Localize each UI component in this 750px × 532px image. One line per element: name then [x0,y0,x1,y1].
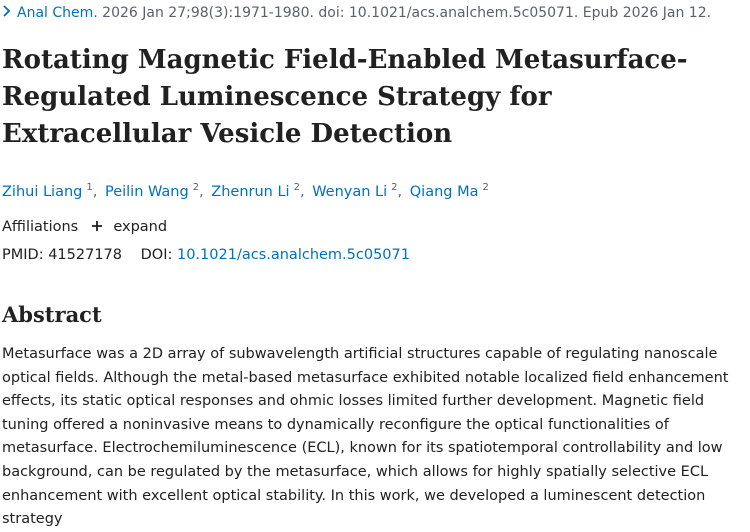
doi-link[interactable]: 10.1021/acs.analchem.5c05071 [176,247,410,263]
author-link[interactable]: Qiang Ma [409,184,479,200]
plus-icon [86,219,108,235]
abstract-text: Metasurface was a 2D array of subwavelen… [2,346,729,528]
abstract-heading: Abstract [2,302,102,327]
doi-label: DOI: [140,247,173,263]
author-link[interactable]: Wenyan Li [312,184,388,200]
author-link[interactable]: Peilin Wang [104,184,189,200]
author-separator: , [92,184,98,200]
author-link[interactable]: Zihui Liang [2,184,83,200]
article-title: Rotating Magnetic Field-Enabled Metasurf… [2,45,688,149]
affiliation-number[interactable]: 2 [391,182,398,193]
article-page: Anal Chem. 2026 Jan 27;98(3):1971-1980. … [2,4,748,527]
chevron-right-icon[interactable] [2,4,11,22]
affiliations-toggle[interactable]: Affiliations expand [2,217,167,237]
pmid-label: PMID: [2,247,44,263]
citation-details: 2026 Jan 27;98(3):1971-1980. doi: 10.102… [102,5,712,21]
affiliation-number[interactable]: 2 [482,182,489,193]
affiliation-number[interactable]: 1 [86,182,93,193]
author-separator: , [299,184,305,200]
author-link[interactable]: Zhenrun Li [211,184,290,200]
author-separator: , [397,184,403,200]
pmid-value: 41527178 [48,247,123,263]
identifiers-line: PMID: 41527178 DOI: 10.1021/acs.analchem… [2,245,410,265]
author-separator: , [199,184,204,200]
citation-line: Anal Chem. 2026 Jan 27;98(3):1971-1980. … [2,4,748,22]
affiliation-number[interactable]: 2 [293,182,300,193]
affiliations-label: Affiliations [2,219,79,235]
expand-label: expand [113,219,168,235]
journal-link[interactable]: Anal Chem. [17,5,98,21]
affiliation-number[interactable]: 2 [192,182,200,193]
authors-list: Zihui Liang 1, Peilin Wang 2, Zhenrun Li 2,… [2,178,742,202]
